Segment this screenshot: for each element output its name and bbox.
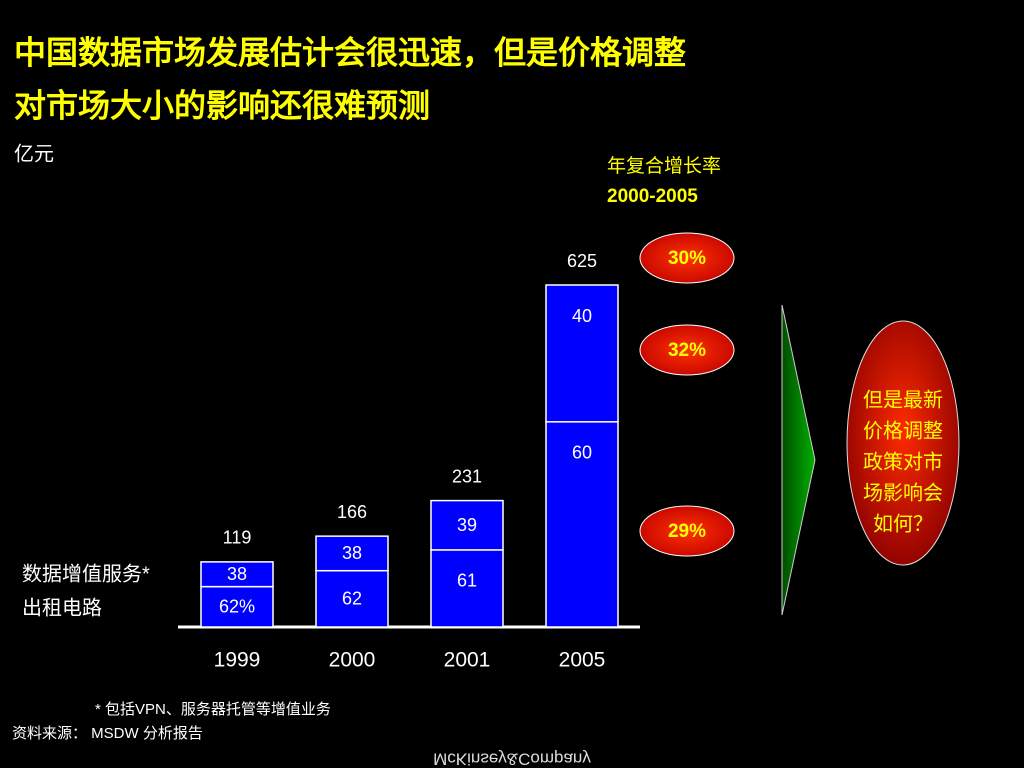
cagr-label: 29% (668, 521, 706, 542)
cagr-pill (639, 505, 735, 557)
cagr-title: 年复合增长率 (607, 155, 721, 177)
unit: 亿元 (14, 142, 54, 165)
segment-label: 62 (342, 589, 362, 609)
callout-text: 政策对市 (863, 450, 943, 473)
total-label: 119 (223, 528, 252, 548)
footnote: * 包括VPN、服务器托管等增值业务 (95, 700, 331, 718)
callout-text: 场影响会 (863, 481, 943, 504)
logo: McKinsey&Company (433, 750, 591, 768)
bar-segment (430, 549, 504, 628)
x-tick-label: 2001 (444, 649, 491, 672)
cagr-title: 2000-2005 (607, 186, 698, 207)
segment-label: 40 (572, 306, 592, 326)
legend-label: 数据增值服务* (22, 562, 150, 585)
source: 资料来源： MSDW 分析报告 (12, 725, 203, 742)
bar-segment (545, 421, 619, 628)
arrow (781, 304, 816, 616)
title: 中国数据市场发展估计会很迅速，但是价格调整 (14, 34, 686, 70)
segment-label: 38 (342, 543, 362, 563)
x-tick-label: 2005 (559, 649, 606, 672)
total-label: 625 (567, 251, 597, 271)
bar-segment (430, 499, 504, 551)
segment-label: 62% (219, 597, 255, 617)
callout-text: 如何？ (873, 512, 933, 535)
segment-label: 60 (572, 443, 592, 463)
total-label: 231 (452, 466, 482, 486)
bar-segment (200, 561, 274, 588)
callout-text: 价格调整 (863, 419, 943, 442)
cagr-label: 30% (668, 248, 706, 269)
total-label: 166 (337, 502, 367, 522)
title: 对市场大小的影响还很难预测 (14, 87, 430, 123)
x-tick-label: 1999 (214, 649, 261, 672)
legend-label: 出租电路 (22, 596, 102, 619)
bar-segment (200, 585, 274, 628)
cagr-label: 32% (668, 340, 706, 361)
bar-segment (315, 535, 389, 572)
bar-segment (545, 284, 619, 423)
cagr-pill (639, 232, 735, 284)
segment-label: 39 (457, 515, 477, 535)
callout-bubble (846, 320, 960, 566)
callout-text: 但是最新 (863, 388, 943, 411)
cagr-pill (639, 324, 735, 376)
x-tick-label: 2000 (329, 649, 376, 672)
segment-label: 61 (457, 571, 477, 591)
segment-label: 38 (227, 564, 247, 584)
